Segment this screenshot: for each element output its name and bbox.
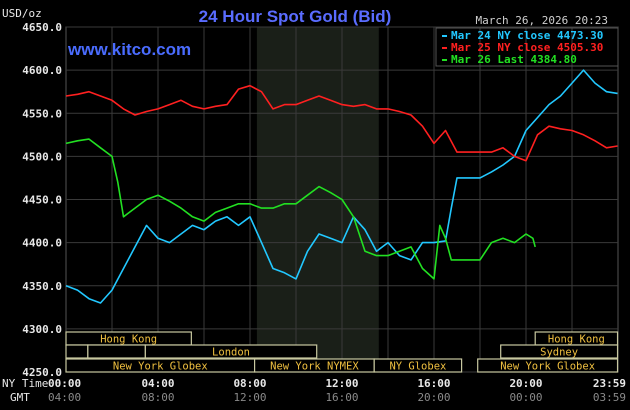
x-tick-gmt: 12:00 — [233, 391, 266, 404]
gmt-label: GMT — [10, 391, 30, 404]
session-label: NY Globex — [389, 361, 446, 373]
x-tick-gmt: 03:59 — [593, 391, 626, 404]
y-tick-label: 4550.0 — [22, 107, 62, 120]
x-tick-gmt: 20:00 — [417, 391, 450, 404]
legend-swatch — [442, 47, 447, 49]
x-tick-ny: 16:00 — [417, 377, 450, 390]
timestamp: March 26, 2026 20:23 — [476, 14, 608, 27]
y-tick-label: 4350.0 — [22, 280, 62, 293]
series-line-2 — [65, 138, 536, 280]
session-label: New York NYMEX — [270, 361, 359, 373]
series-line-1 — [65, 84, 618, 162]
x-tick-ny: 23:59 — [593, 377, 626, 390]
x-tick-gmt: 16:00 — [325, 391, 358, 404]
session-box — [87, 344, 146, 359]
legend-entry: Mar 24 NY close 4473.30 — [451, 29, 603, 42]
session-label: London — [212, 347, 250, 359]
legend-entry: Mar 25 NY close 4505.30 — [451, 41, 603, 54]
session-label: New York Globex — [113, 361, 208, 373]
session-box — [500, 344, 619, 359]
x-tick-ny: 04:00 — [141, 377, 174, 390]
session-box — [477, 358, 619, 373]
kitco-logo: www.kitco.com — [67, 40, 191, 59]
y-tick-label: 4400.0 — [22, 237, 62, 250]
session-box — [65, 344, 89, 359]
x-tick-ny: 00:00 — [48, 377, 81, 390]
x-tick-ny: 20:00 — [509, 377, 542, 390]
ny-time-label: NY Time — [2, 377, 48, 390]
y-tick-label: 4600.0 — [22, 64, 62, 77]
legend-swatch — [442, 35, 447, 37]
legend-swatch — [442, 59, 447, 61]
x-tick-gmt: 04:00 — [48, 391, 81, 404]
x-tick-gmt: 00:00 — [509, 391, 542, 404]
x-tick-ny: 08:00 — [233, 377, 266, 390]
y-tick-label: 4500.0 — [22, 150, 62, 163]
session-box — [373, 358, 463, 373]
y-tick-label: 4450.0 — [22, 194, 62, 207]
session-label: Hong Kong — [100, 334, 157, 346]
y-tick-label: 4650.0 — [22, 21, 62, 34]
series-line-0 — [65, 69, 618, 304]
session-label: New York Globex — [500, 361, 595, 373]
y-axis-label: USD/oz — [2, 7, 42, 20]
y-tick-label: 4250.0 — [22, 366, 62, 379]
chart-title: 24 Hour Spot Gold (Bid) — [199, 7, 392, 26]
x-tick-ny: 12:00 — [325, 377, 358, 390]
legend-entry: Mar 26 Last 4384.80 — [451, 53, 577, 66]
session-label: Sydney — [540, 347, 578, 359]
legend-frame — [435, 27, 619, 67]
y-tick-label: 4300.0 — [22, 323, 62, 336]
x-tick-gmt: 08:00 — [141, 391, 174, 404]
session-box — [144, 344, 318, 359]
session-label: Hong Kong — [548, 334, 605, 346]
